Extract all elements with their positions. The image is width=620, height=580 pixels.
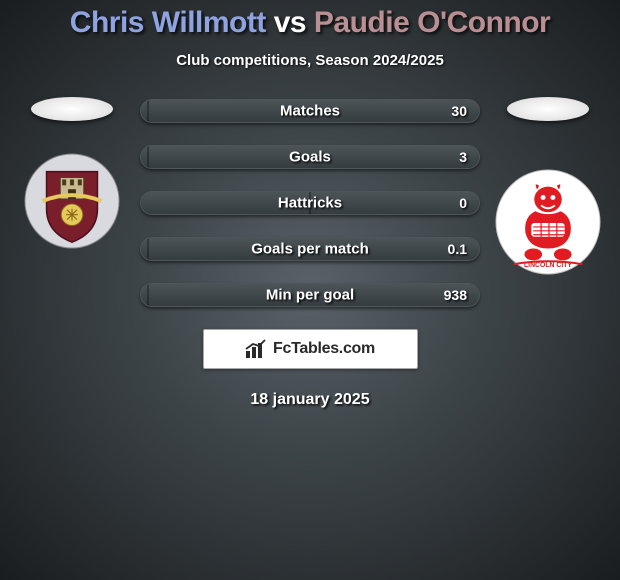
stat-bar: Min per goal 938: [140, 283, 480, 307]
date-text: 18 january 2025: [250, 391, 369, 409]
bar-chart-icon: [245, 339, 267, 359]
stat-value-right: 30: [451, 103, 467, 119]
stat-label: Matches: [280, 103, 340, 120]
stat-value-right: 938: [444, 287, 467, 303]
stat-fill-left: [141, 100, 148, 122]
stat-fill-left: [141, 238, 148, 260]
stat-bar: Goals per match 0.1: [140, 237, 480, 261]
stat-bar: Hattricks 0: [140, 191, 480, 215]
player2-avatar-placeholder: [507, 97, 589, 121]
player2-name: Paudie O'Connor: [314, 6, 550, 39]
player1-name: Chris Willmott: [70, 6, 266, 39]
page-title: Chris Willmott vs Paudie O'Connor: [70, 6, 550, 40]
stat-label: Goals: [289, 149, 331, 166]
player2-club-crest: LINCOLN CITY: [493, 167, 603, 277]
stat-label: Hattricks: [278, 195, 342, 212]
stat-fill-left: [141, 146, 148, 168]
branding-text: FcTables.com: [273, 340, 375, 358]
infographic: Chris Willmott vs Paudie O'Connor Club c…: [0, 0, 620, 580]
lincoln-crest-icon: LINCOLN CITY: [494, 168, 602, 276]
svg-text:LINCOLN CITY: LINCOLN CITY: [524, 262, 572, 269]
stat-value-right: 0: [459, 195, 467, 211]
subtitle: Club competitions, Season 2024/2025: [176, 52, 444, 69]
stat-value-right: 3: [459, 149, 467, 165]
right-side: LINCOLN CITY: [498, 97, 598, 277]
stat-bar: Matches 30: [140, 99, 480, 123]
branding-box: FcTables.com: [203, 329, 418, 369]
stat-fill-left: [141, 284, 148, 306]
left-side: [22, 97, 122, 251]
stat-bar: Goals 3: [140, 145, 480, 169]
stat-label: Min per goal: [266, 287, 354, 304]
northampton-crest-icon: [23, 152, 121, 250]
stat-value-right: 0.1: [448, 241, 467, 257]
stats-bars: Matches 30 Goals 3 Hattricks 0 Goals per match…: [140, 99, 480, 307]
stat-label: Goals per match: [251, 241, 369, 258]
vs-text: vs: [274, 6, 306, 39]
main-row: Matches 30 Goals 3 Hattricks 0 Goals per match…: [0, 97, 620, 307]
player1-avatar-placeholder: [31, 97, 113, 121]
player1-club-crest: [22, 151, 122, 251]
